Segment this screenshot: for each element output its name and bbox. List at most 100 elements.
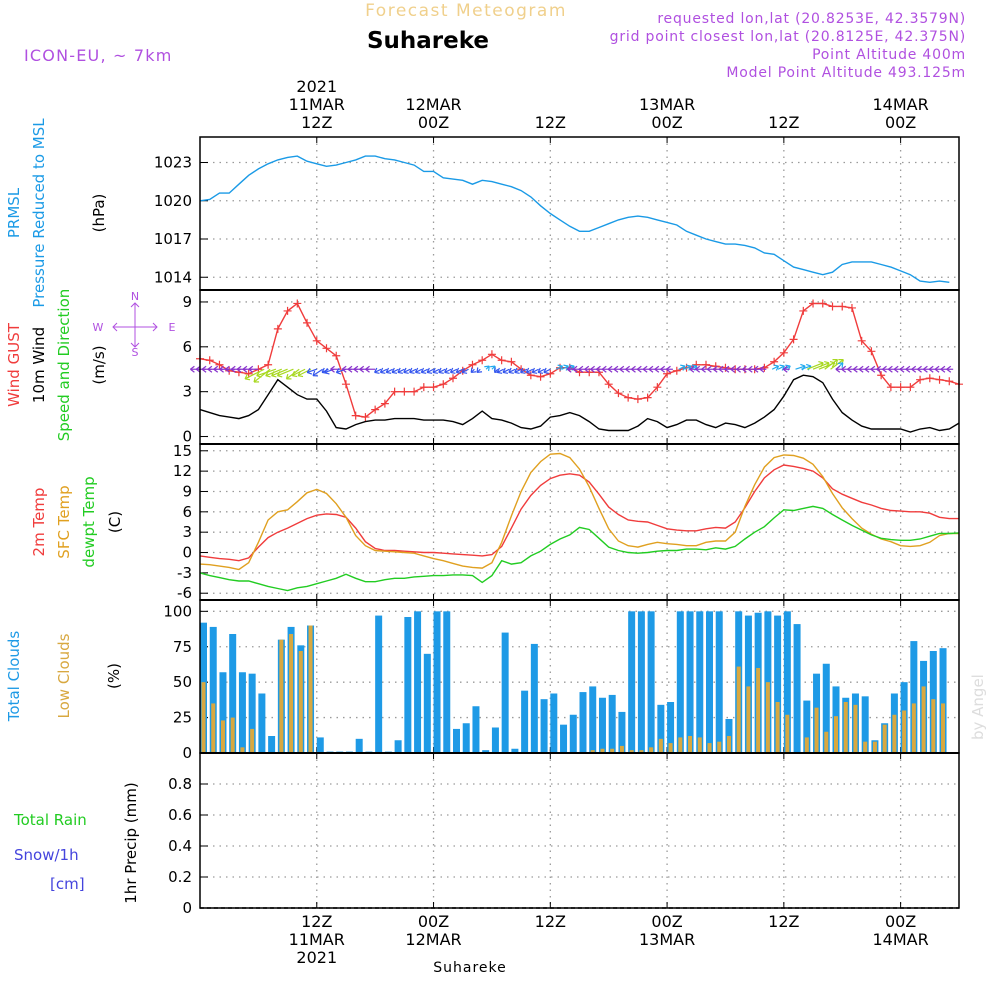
top-time-label: 12Z [301, 113, 332, 132]
gust-marker [205, 356, 214, 365]
total-cloud-bar [598, 697, 606, 752]
temperature-ytick-label: 0 [182, 544, 192, 562]
low-cloud-bar [639, 750, 644, 752]
wind-arrow [531, 368, 539, 373]
model-altitude: Model Point Altitude 493.125m [726, 65, 966, 81]
model-label: ICON-EU, ~ 7km [24, 46, 173, 65]
wind-arrow-head [244, 374, 251, 381]
wind-arrow [450, 368, 458, 373]
low-cloud-bar [736, 666, 741, 752]
p2-label-line: 10m Wind [30, 327, 48, 403]
gust-marker [400, 387, 409, 396]
wind-arrow-head [852, 365, 858, 373]
wind-arrow [403, 368, 411, 373]
wind-arrow-head [701, 365, 706, 373]
gust-marker [312, 336, 321, 345]
gust-marker [818, 299, 827, 308]
total-cloud-bar [268, 736, 276, 752]
total-cloud-bar [219, 672, 227, 752]
total-cloud-bar [861, 696, 869, 752]
wind-arrow [277, 368, 294, 377]
panels: 10141017102010230369-6-30369121502550751… [154, 136, 963, 917]
wind-arrow-head [946, 365, 952, 373]
gust-marker [672, 366, 681, 375]
wind-arrow-head [625, 365, 631, 373]
wind-arrow [415, 368, 423, 373]
wind-arrow [806, 362, 824, 370]
wind-arrow-head [736, 365, 741, 373]
precip-axis-label: 1hr Precip (mm) [122, 782, 140, 903]
precip-ytick-label: 0.2 [168, 868, 192, 886]
wind-arrow-head [455, 367, 462, 374]
gust-marker [721, 363, 730, 372]
top-time-label: 11MAR [289, 95, 345, 114]
wind-arrow-head [601, 365, 607, 373]
wind-arrow-head [236, 365, 242, 373]
p1-label-line: Pressure Reduced to MSL [30, 118, 48, 308]
gust-marker [614, 389, 623, 398]
wind-arrow [496, 368, 504, 373]
wind-arrow-head [256, 371, 262, 378]
wind-arrow-head [461, 367, 468, 374]
wind-arrow-head [297, 370, 304, 378]
low-cloud-bar [756, 668, 761, 752]
gust-marker [857, 336, 866, 345]
gust-marker [341, 380, 350, 389]
pressure-ytick-label: 1020 [154, 192, 192, 210]
total-cloud-bar [258, 693, 266, 752]
gust-marker [332, 351, 341, 360]
clouds-ytick-label: 75 [173, 638, 192, 656]
low-cloud-bar [201, 682, 206, 752]
wind-arrow-head [911, 365, 917, 373]
total-cloud-bar [822, 663, 830, 752]
total-cloud-bar [355, 738, 363, 752]
top-time-label: 00Z [418, 113, 449, 132]
total-cloud-bar [540, 699, 548, 752]
wind-arrow-head [858, 365, 864, 373]
wind-arrow [306, 368, 317, 374]
wind-ytick-label: 3 [182, 383, 192, 401]
low-cloud-bar [931, 699, 936, 752]
wind-arrow-head [832, 359, 839, 365]
top-time-label: 13MAR [639, 95, 695, 114]
p4-label-line: (%) [105, 663, 123, 689]
gust-marker [468, 360, 477, 369]
wind-arrow-head [330, 365, 335, 373]
wind-arrow-head [484, 365, 490, 372]
low-cloud-bar [775, 702, 780, 752]
total-cloud-bar [647, 611, 655, 752]
wind-arrow-head [537, 367, 544, 374]
wind-arrow [374, 368, 382, 373]
wind-arrow-head [426, 367, 433, 374]
wind-arrow-head [449, 367, 456, 374]
pressure-ytick-label: 1017 [154, 230, 192, 248]
total-cloud-bar [910, 641, 918, 752]
wind-arrow-head [285, 373, 292, 380]
total-cloud-bar [433, 611, 441, 752]
snow-label: Snow/1h [14, 846, 79, 864]
total-cloud-bar [521, 690, 529, 752]
total-cloud-bar [560, 724, 568, 752]
wind-arrow [543, 368, 551, 373]
wind-arrow-head [265, 371, 271, 378]
gust-marker [935, 375, 944, 384]
low-cloud-bar [250, 728, 255, 752]
wind-arrow-head [666, 365, 671, 373]
total-cloud-bar [764, 611, 772, 752]
low-cloud-bar [220, 720, 225, 752]
wind-arrow-head [730, 365, 736, 373]
total-cloud-bar [482, 750, 490, 752]
low-cloud-bar [717, 741, 722, 752]
low-cloud-bar [289, 634, 294, 752]
wind-arrow [391, 368, 399, 373]
total-cloud-bar [569, 714, 577, 752]
watermark: by Angel [969, 674, 987, 740]
wind-arrow-head [636, 365, 642, 373]
gust-marker [847, 303, 856, 312]
p4-label-line: Low Clouds [55, 633, 73, 718]
wind-arrow-head [870, 365, 876, 373]
wind-arrow-head [928, 365, 934, 373]
wind-arrow-head [923, 365, 928, 373]
wind-arrow-head [905, 365, 911, 373]
